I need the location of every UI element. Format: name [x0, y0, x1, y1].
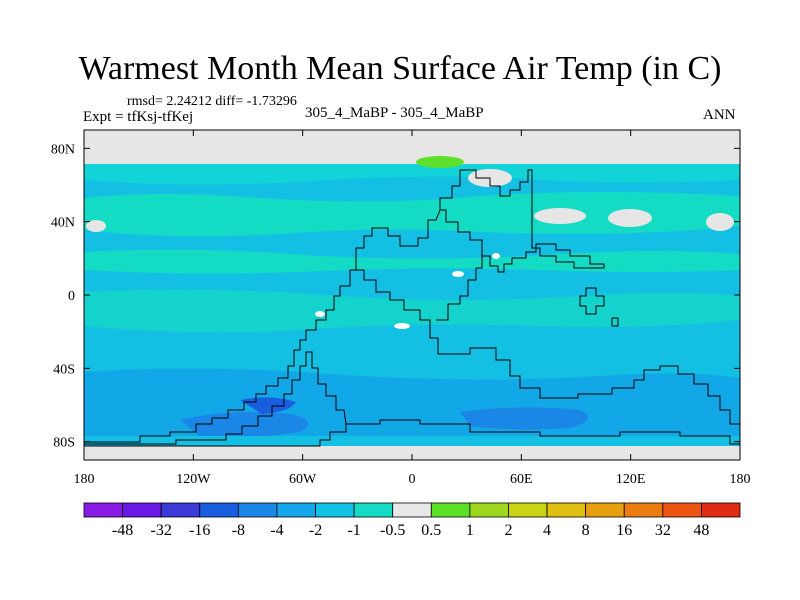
stats-line: rmsd= 2.24212 diff= -1.73296: [127, 94, 297, 109]
colorbar-swatch: [122, 502, 162, 518]
x-tick-label: 0: [409, 472, 416, 487]
coastline-islands: [579, 287, 619, 327]
colorbar-swatch: [546, 502, 587, 518]
colorbar: -48 -32 -16 -8 -4 -2 -1 -0.5 0.5 1 2 4 8 16 32 48: [83, 502, 741, 539]
colorbar-label: -16: [189, 522, 210, 539]
grey-patch-1: [534, 208, 586, 224]
x-tick-label: 60E: [510, 472, 533, 487]
south-patch-2: [460, 407, 588, 430]
x-tick-label: 180: [730, 472, 751, 487]
colorbar-label: 48: [693, 522, 709, 539]
colorbar-label: -48: [112, 522, 133, 539]
colorbar-swatch: [662, 502, 702, 518]
colorbar-label: 4: [543, 522, 551, 539]
south-polar-cap: [84, 446, 740, 460]
colorbar-swatch: [160, 502, 201, 518]
y-axis: 80N 40N 0 40S 80S: [51, 142, 740, 451]
colorbar-label: -0.5: [380, 522, 405, 539]
colorbar-swatch: [353, 502, 394, 518]
colorbar-label: 0.5: [421, 522, 441, 539]
y-tick-label: 80N: [51, 142, 75, 157]
comparison-label: 305_4_MaBP - 305_4_MaBP: [305, 105, 484, 121]
y-tick-label: 0: [68, 289, 75, 304]
x-tick-label: 120W: [176, 472, 211, 487]
colorbar-label: 2: [504, 522, 512, 539]
white-patch-1: [394, 323, 410, 329]
grey-patch-4: [86, 220, 106, 232]
y-tick-label: 80S: [53, 436, 75, 451]
white-patch-4: [492, 253, 500, 259]
colorbar-label: 32: [655, 522, 671, 539]
expt-label: Expt = tfKsj-tfKej: [83, 109, 194, 125]
x-tick-label: 60W: [289, 472, 317, 487]
x-axis: 180 120W 60W 0 60E 120E 180: [74, 130, 751, 487]
coastline-main: [84, 209, 441, 443]
coastline: [439, 169, 605, 273]
south-edge-band: [84, 436, 740, 446]
chart-title: Warmest Month Mean Surface Air Temp (in …: [78, 50, 722, 87]
coastline-south: [84, 351, 347, 447]
equatorial-band: [84, 289, 740, 333]
grey-patch-2: [608, 209, 652, 227]
colorbar-swatch: [276, 502, 316, 518]
period-label: ANN: [703, 107, 736, 123]
colorbar-label: -32: [151, 522, 172, 539]
y-tick-label: 40S: [53, 362, 75, 377]
colorbar-swatch: [392, 502, 432, 518]
colorbar-label: 16: [616, 522, 632, 539]
grey-patch-3: [706, 213, 734, 231]
coastline-inner: [436, 256, 483, 321]
colorbar-swatch: [701, 502, 741, 518]
arctic-band: [84, 164, 740, 185]
north-midlat-band: [84, 192, 740, 237]
x-tick-label: 120E: [616, 472, 646, 487]
white-patch-2: [452, 271, 464, 277]
map-field: [84, 130, 740, 460]
colorbar-swatch: [315, 502, 355, 518]
colorbar-label: 1: [466, 522, 474, 539]
colorbar-swatch: [237, 502, 278, 518]
colorbar-swatch: [623, 502, 664, 518]
white-patch-3: [315, 311, 325, 317]
colorbar-swatch: [469, 502, 509, 518]
colorbar-label: -8: [232, 522, 245, 539]
colorbar-swatch: [430, 502, 471, 518]
colorbar-label: -1: [347, 522, 360, 539]
colorbar-label: -4: [270, 522, 283, 539]
colorbar-swatch: [508, 502, 548, 518]
coastline-east: [356, 269, 740, 425]
x-tick-label: 180: [74, 472, 95, 487]
arctic-green-patch: [416, 156, 464, 168]
y-tick-label: 40N: [51, 216, 75, 231]
coastline-antarctic: [346, 419, 740, 445]
colorbar-swatch: [83, 502, 123, 518]
colorbar-label: -2: [309, 522, 322, 539]
colorbar-swatch: [199, 502, 239, 518]
colorbar-label: 8: [582, 522, 590, 539]
colorbar-swatch: [585, 502, 625, 518]
